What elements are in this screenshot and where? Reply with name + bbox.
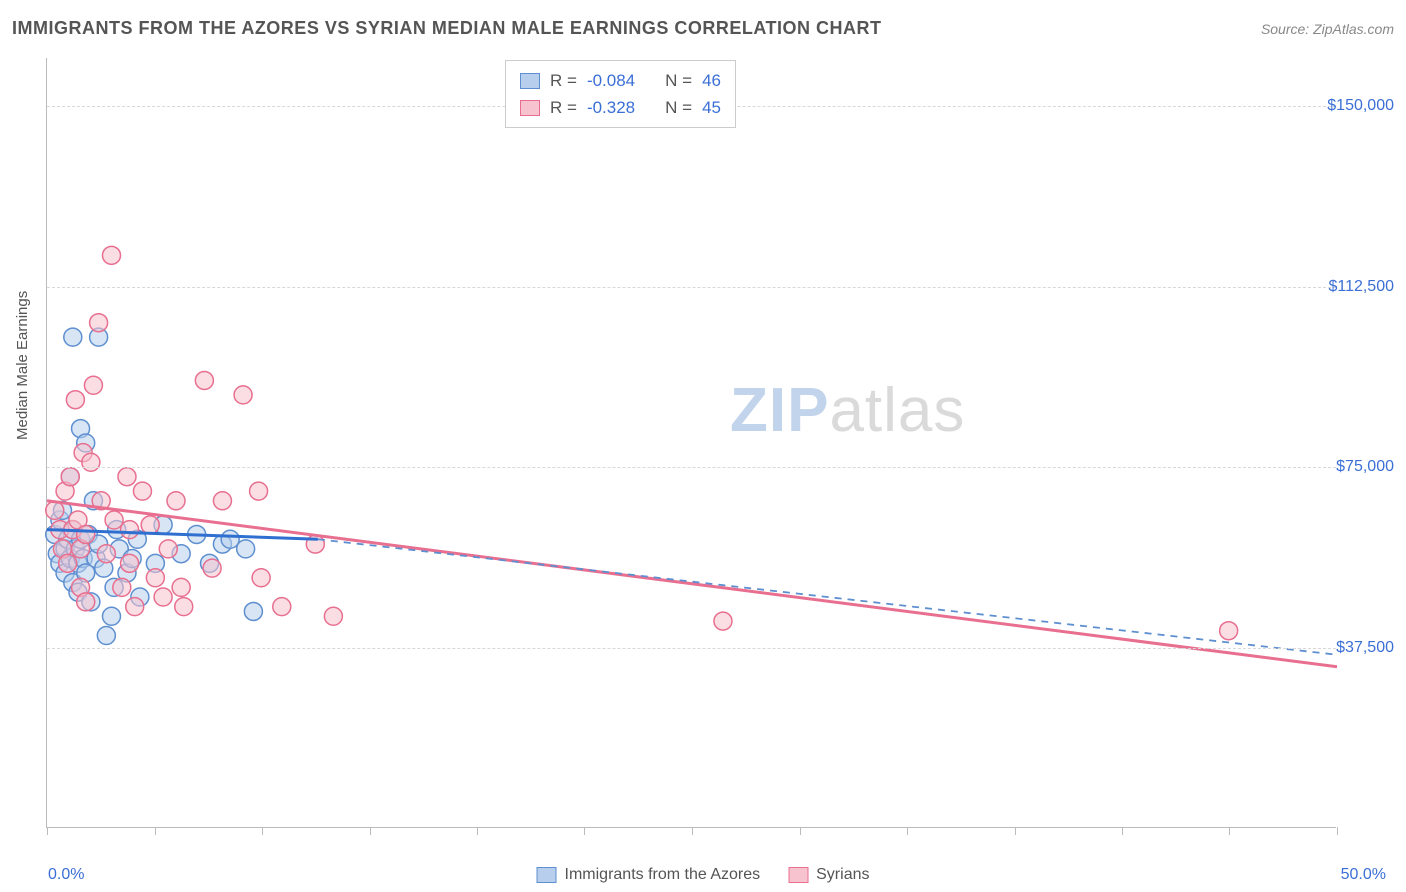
data-point [97,627,115,645]
x-tick [47,827,48,835]
legend-item-syrians: Syrians [788,866,869,884]
data-point [167,492,185,510]
data-point [141,516,159,534]
gridline [47,648,1336,649]
y-axis-label: Median Male Earnings [14,291,31,440]
x-axis-max-label: 50.0% [1341,866,1386,884]
data-point [64,328,82,346]
y-tick-label: $75,000 [1336,458,1394,476]
x-tick [1015,827,1016,835]
x-tick [1337,827,1338,835]
data-point [121,521,139,539]
x-tick [370,827,371,835]
data-point [714,612,732,630]
x-tick [1122,827,1123,835]
x-tick [1229,827,1230,835]
data-point [237,540,255,558]
stats-row-syrians: R = -0.328 N = 45 [520,94,721,121]
data-point [1220,622,1238,640]
x-tick [907,827,908,835]
x-tick [262,827,263,835]
data-point [244,602,262,620]
y-tick-label: $37,500 [1336,639,1394,657]
data-point [103,607,121,625]
x-tick [155,827,156,835]
data-point [46,501,64,519]
data-point [66,391,84,409]
data-point [324,607,342,625]
r-value-syrians: -0.328 [587,94,635,121]
bottom-legend: Immigrants from the Azores Syrians [537,866,870,884]
n-value-azores: 46 [702,67,721,94]
data-point [133,482,151,500]
data-point [221,530,239,548]
data-point [113,578,131,596]
data-point [121,554,139,572]
legend-swatch-azores [537,867,557,883]
x-tick [584,827,585,835]
plot-area [46,58,1336,828]
data-point [126,598,144,616]
x-axis-min-label: 0.0% [48,866,84,884]
x-tick [477,827,478,835]
data-point [84,376,102,394]
chart-title: IMMIGRANTS FROM THE AZORES VS SYRIAN MED… [12,18,882,39]
data-point [82,453,100,471]
data-point [59,554,77,572]
chart-svg [47,58,1336,827]
data-point [61,468,79,486]
data-point [213,492,231,510]
r-value-azores: -0.084 [587,67,635,94]
data-point [159,540,177,558]
x-tick [692,827,693,835]
trendline-syrians [47,501,1337,667]
legend-swatch-syrians [788,867,808,883]
data-point [203,559,221,577]
data-point [77,525,95,543]
data-point [90,314,108,332]
data-point [175,598,193,616]
source-attribution: Source: ZipAtlas.com [1261,21,1394,37]
data-point [105,511,123,529]
data-point [118,468,136,486]
data-point [195,371,213,389]
stats-row-azores: R = -0.084 N = 46 [520,67,721,94]
legend-item-azores: Immigrants from the Azores [537,866,761,884]
gridline [47,467,1336,468]
gridline [47,287,1336,288]
data-point [146,569,164,587]
swatch-azores [520,73,540,89]
data-point [103,246,121,264]
data-point [250,482,268,500]
data-point [97,545,115,563]
n-value-syrians: 45 [702,94,721,121]
data-point [77,593,95,611]
y-tick-label: $150,000 [1327,97,1394,115]
x-tick [800,827,801,835]
data-point [234,386,252,404]
legend-label-syrians: Syrians [816,866,869,884]
swatch-syrians [520,100,540,116]
data-point [273,598,291,616]
legend-label-azores: Immigrants from the Azores [565,866,761,884]
y-tick-label: $112,500 [1328,278,1394,296]
stats-legend: R = -0.084 N = 46 R = -0.328 N = 45 [505,60,736,128]
data-point [172,578,190,596]
data-point [252,569,270,587]
data-point [154,588,172,606]
